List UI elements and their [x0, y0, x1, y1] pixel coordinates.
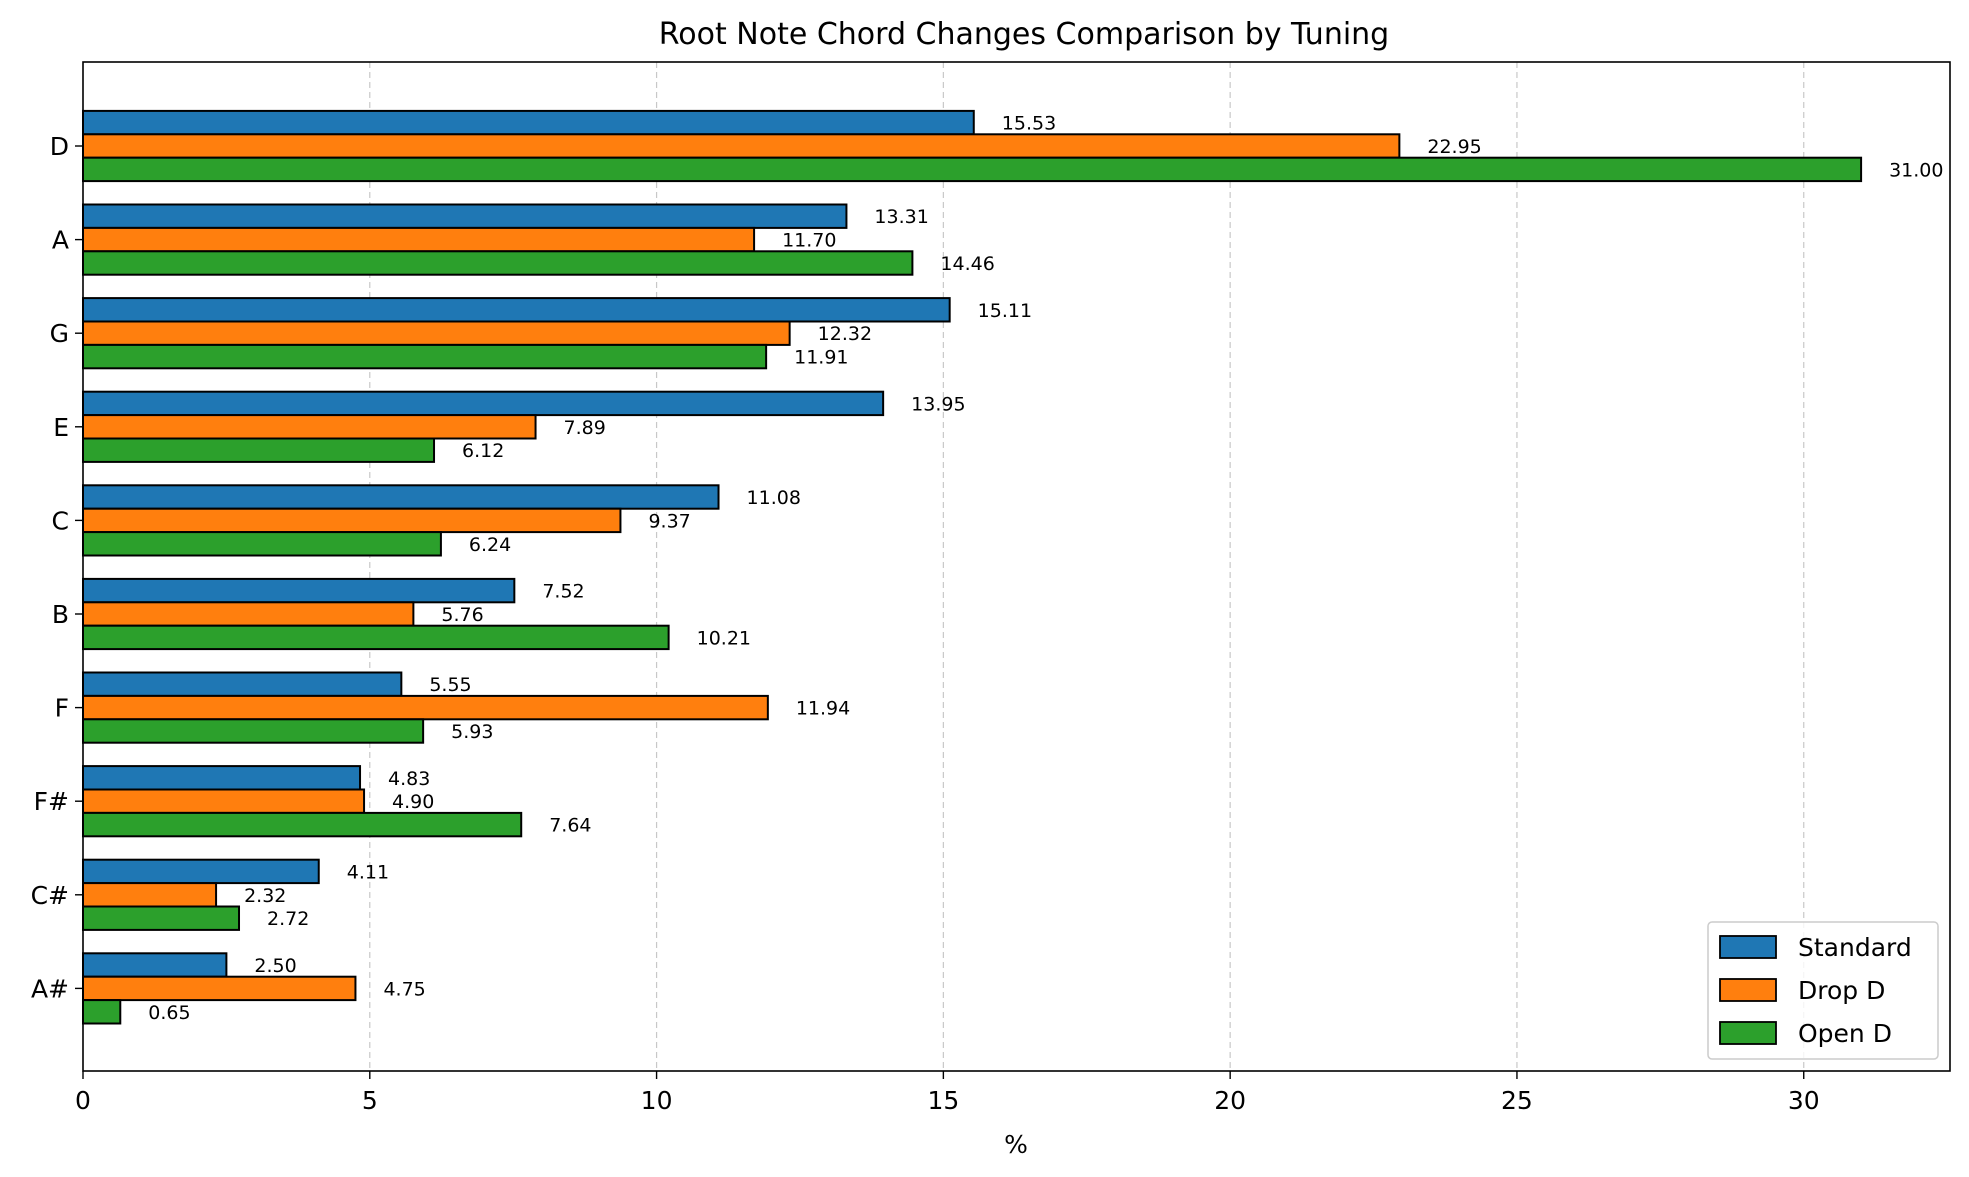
- x-axis-label: %: [1004, 1130, 1028, 1159]
- x-tick-label: 15: [927, 1086, 959, 1115]
- data-label: 11.70: [782, 230, 836, 252]
- data-label: 11.91: [794, 347, 848, 369]
- x-tick-label: 10: [641, 1086, 673, 1115]
- data-label: 22.95: [1427, 136, 1481, 158]
- data-label: 15.53: [1002, 113, 1056, 135]
- bar: [82, 694, 769, 721]
- data-label: 11.94: [796, 698, 850, 720]
- data-label: 9.37: [648, 510, 690, 532]
- y-tick-label: A: [52, 226, 69, 255]
- bar: [82, 414, 537, 440]
- data-label: 11.08: [747, 487, 801, 509]
- bar: [82, 811, 523, 838]
- bar: [82, 390, 885, 417]
- bar: [82, 905, 241, 931]
- bars-layer: [82, 109, 1863, 1025]
- bar: [82, 343, 768, 370]
- grid-layer: [369, 62, 1805, 1071]
- bar: [82, 203, 848, 229]
- data-label: 4.90: [392, 791, 434, 813]
- bar: [82, 437, 436, 463]
- bar: [82, 156, 1863, 183]
- bar: [82, 952, 228, 978]
- x-tick-label: 20: [1214, 1086, 1246, 1115]
- chart-title: Root Note Chord Changes Comparison by Tu…: [659, 17, 1389, 52]
- data-label: 6.24: [469, 534, 511, 556]
- bar: [82, 718, 425, 744]
- bar: [82, 788, 366, 814]
- data-label: 15.11: [978, 300, 1032, 322]
- bar: [82, 577, 516, 604]
- x-tick-label: 25: [1501, 1086, 1533, 1115]
- y-tick-label: F#: [34, 787, 69, 816]
- legend-swatch: [1719, 1021, 1777, 1045]
- data-label: 13.31: [874, 206, 928, 228]
- data-label: 2.32: [244, 885, 286, 907]
- y-tick-label: F: [55, 694, 69, 723]
- data-label: 0.65: [148, 1002, 190, 1024]
- bar: [82, 484, 720, 510]
- data-label: 5.93: [451, 721, 493, 743]
- bar: [82, 624, 670, 651]
- bar: [82, 507, 622, 534]
- data-label: 7.52: [542, 581, 584, 603]
- bar: [82, 999, 122, 1025]
- legend-label: Drop D: [1798, 976, 1885, 1005]
- data-label: 5.55: [429, 674, 471, 696]
- x-ticks-layer: 0 5 10 15 20 25 30: [75, 1071, 1820, 1115]
- data-label: 2.50: [254, 955, 296, 977]
- plot-frame: [82, 61, 1951, 1072]
- data-label: 5.76: [441, 604, 483, 626]
- bar: [82, 882, 218, 908]
- bar: [82, 226, 756, 253]
- bar: [82, 320, 791, 346]
- legend: Standard Drop D Open D: [1707, 921, 1939, 1060]
- bar: [82, 531, 442, 557]
- data-label: 2.72: [267, 908, 309, 930]
- data-label: 14.46: [940, 253, 994, 275]
- y-tick-label: D: [50, 132, 69, 161]
- y-tick-label: C: [52, 506, 69, 535]
- data-labels-layer: 15.53 22.95 31.00 13.31 11.70 14.46 15.11 12.32…: [148, 113, 1943, 1024]
- x-tick-label: 5: [362, 1086, 378, 1115]
- data-label: 12.32: [818, 323, 872, 345]
- y-tick-label: C#: [31, 881, 69, 910]
- bar: [82, 975, 357, 1002]
- data-label: 13.95: [911, 393, 965, 415]
- data-label: 7.64: [549, 815, 591, 837]
- data-label: 31.00: [1889, 159, 1943, 181]
- y-tick-label: G: [50, 319, 69, 348]
- y-tick-label: B: [52, 600, 69, 629]
- bar: [82, 133, 1401, 159]
- bar: [82, 601, 415, 627]
- data-label: 6.12: [462, 440, 504, 462]
- bar: [82, 297, 951, 323]
- bar: [82, 858, 320, 885]
- bar: [82, 250, 914, 276]
- legend-swatch: [1719, 978, 1777, 1002]
- x-tick-label: 0: [75, 1086, 91, 1115]
- data-label: 4.75: [383, 978, 425, 1000]
- y-ticks-layer: D A G E C B F F# C# A#: [31, 132, 83, 1003]
- bar: [82, 671, 403, 697]
- data-label: 10.21: [697, 627, 751, 649]
- legend-label: Open D: [1798, 1019, 1892, 1048]
- bar: [82, 109, 975, 136]
- legend-swatch: [1719, 935, 1777, 959]
- data-label: 4.11: [347, 861, 389, 883]
- data-label: 7.89: [564, 417, 606, 439]
- y-tick-label: A#: [31, 974, 69, 1003]
- y-tick-label: E: [53, 413, 69, 442]
- data-label: 4.83: [388, 768, 430, 790]
- legend-label: Standard: [1798, 933, 1912, 962]
- bar: [82, 765, 362, 791]
- x-tick-label: 30: [1788, 1086, 1820, 1115]
